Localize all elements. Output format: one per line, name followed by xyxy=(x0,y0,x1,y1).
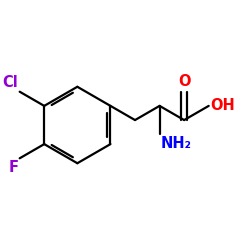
Text: F: F xyxy=(8,160,18,174)
Text: Cl: Cl xyxy=(3,76,18,90)
Text: OH: OH xyxy=(211,98,236,114)
Text: NH₂: NH₂ xyxy=(161,136,192,151)
Text: O: O xyxy=(178,74,190,89)
